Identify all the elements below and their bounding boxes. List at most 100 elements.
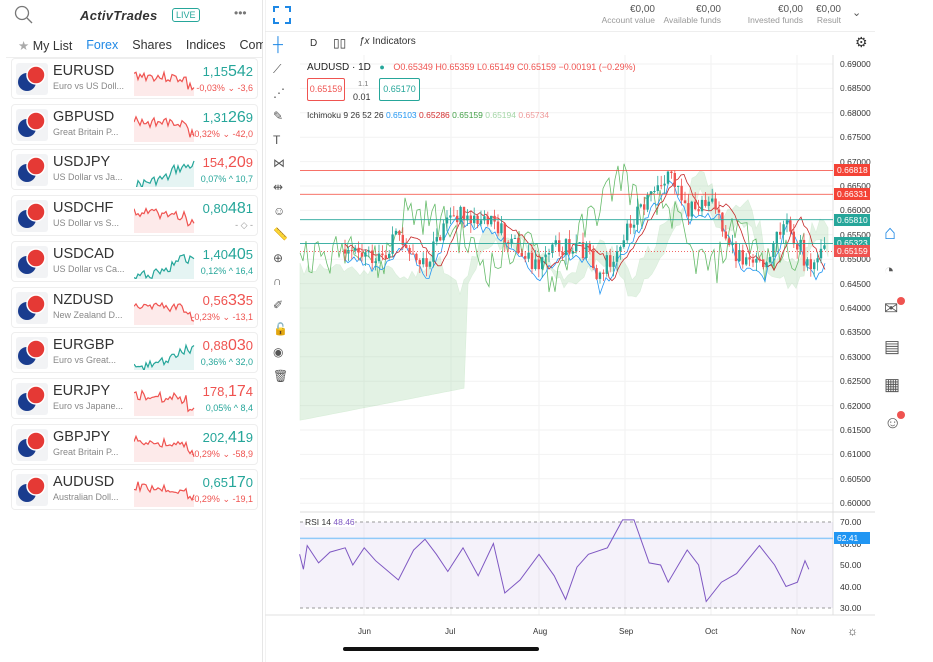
nav-pie-chart-icon[interactable]: ◔ bbox=[884, 262, 902, 280]
nav-calendar-icon[interactable]: ▦ bbox=[884, 376, 902, 394]
instrument-price: 0,80481 bbox=[203, 200, 253, 218]
text-icon[interactable]: T bbox=[273, 132, 281, 147]
instrument-row[interactable]: NZDUSD New Zealand D... 0,56335 -0,23% ⌄… bbox=[11, 286, 258, 328]
instrument-row[interactable]: GBPJPY Great Britain P... 202,419 -0,29%… bbox=[11, 423, 258, 465]
candle-body bbox=[595, 268, 598, 279]
candle-body bbox=[411, 253, 415, 255]
sell-button[interactable]: 0.65159 bbox=[307, 78, 345, 101]
candle-body bbox=[377, 253, 381, 262]
candle-body bbox=[541, 257, 544, 270]
candle-body bbox=[605, 255, 608, 274]
instrument-description: Euro vs US Doll... bbox=[53, 81, 125, 91]
candle-body bbox=[452, 215, 455, 217]
candle-body bbox=[748, 257, 751, 260]
instrument-change: -0,03% ⌄ -3,6 bbox=[196, 83, 253, 93]
currency-flag-icon bbox=[16, 63, 48, 95]
sparkline bbox=[134, 253, 195, 279]
instrument-price: 0,88030 bbox=[203, 337, 253, 355]
tab-my-list[interactable]: ★ My List bbox=[18, 38, 72, 59]
instrument-change: 0,05% ^ 8,4 bbox=[205, 402, 253, 413]
candle-body bbox=[534, 259, 537, 269]
price-pips: 03 bbox=[227, 337, 246, 355]
buy-button[interactable]: 0.65170 bbox=[379, 78, 420, 101]
instrument-change: -0,29% ⌄ -19,1 bbox=[191, 494, 253, 505]
instrument-row[interactable]: EURJPY Euro vs Japane... 178,174 0,05% ^… bbox=[11, 377, 258, 419]
search-icon[interactable] bbox=[14, 5, 34, 25]
candle-body bbox=[462, 206, 466, 221]
pattern-icon[interactable]: ⋈ bbox=[273, 156, 285, 171]
price-pips: 26 bbox=[227, 108, 246, 126]
time-axis-settings-icon[interactable]: ☼ bbox=[847, 624, 858, 638]
nav-home-icon[interactable]: ⌂ bbox=[884, 223, 902, 243]
price-axis-label: 0.62500 bbox=[840, 376, 871, 387]
kijun-line bbox=[344, 174, 826, 282]
candle-body bbox=[782, 224, 785, 235]
nav-mail-icon[interactable]: ✉ bbox=[884, 297, 905, 318]
instrument-row[interactable]: USDCHF US Dollar vs S... 0,80481 - ◇ - bbox=[11, 195, 258, 237]
chart-type-icon[interactable]: ▯▯ bbox=[333, 36, 347, 50]
ruler-icon[interactable]: 📏 bbox=[273, 227, 288, 242]
instrument-price: 154,209 bbox=[203, 154, 253, 172]
candle-body bbox=[809, 259, 812, 270]
candle-body bbox=[609, 255, 612, 267]
candle-body bbox=[741, 250, 744, 265]
price-pips: 54 bbox=[227, 63, 246, 80]
fullscreen-icon[interactable] bbox=[273, 6, 291, 24]
zoom-in-icon[interactable]: ⊕ bbox=[273, 250, 284, 265]
settings-icon[interactable]: ⚙ bbox=[855, 34, 868, 50]
candle-body bbox=[704, 199, 707, 206]
candle-body bbox=[354, 247, 357, 251]
instrument-row[interactable]: USDJPY US Dollar vs Ja... 154,209 0,07% … bbox=[11, 149, 258, 191]
lock-icon[interactable]: 🔓 bbox=[273, 321, 288, 336]
eye-icon[interactable]: ◉ bbox=[273, 345, 284, 360]
indicators-button[interactable]: ƒx Indicators bbox=[359, 36, 416, 47]
currency-flag-icon bbox=[16, 428, 48, 461]
instrument-row[interactable]: EURUSD Euro vs US Doll... 1,15542 -0,03%… bbox=[11, 58, 258, 99]
tab-forex[interactable]: Forex bbox=[86, 38, 119, 59]
instrument-row[interactable]: AUDUSD Australian Doll... 0,65170 -0,29%… bbox=[11, 469, 258, 511]
candle-body bbox=[711, 198, 714, 202]
candle-body bbox=[792, 231, 795, 245]
tab-indices[interactable]: Indices bbox=[185, 38, 226, 52]
chevron-down-icon[interactable]: ⌄ bbox=[852, 7, 862, 19]
brush-icon[interactable]: ✎ bbox=[273, 109, 284, 124]
chart-legend: AUDUSD · 1D ● O0.65349 H0.65359 L0.65149… bbox=[307, 62, 636, 73]
nav-user-icon[interactable]: ☺ bbox=[884, 411, 905, 432]
candle-body bbox=[544, 254, 547, 258]
candle-body bbox=[816, 258, 819, 263]
trash-icon[interactable]: 🗑 bbox=[273, 368, 289, 383]
nav-news-icon[interactable]: ▤ bbox=[884, 338, 902, 356]
pitchfork-icon[interactable]: ⋰ bbox=[273, 85, 285, 100]
candle-body bbox=[639, 204, 642, 207]
candle-body bbox=[751, 259, 755, 263]
ichimoku-value: 0.65286 bbox=[419, 110, 450, 120]
instrument-row[interactable]: USDCAD US Dollar vs Ca... 1,40405 0,12% … bbox=[11, 240, 258, 282]
candle-body bbox=[598, 272, 602, 279]
instrument-row[interactable]: GBPUSD Great Britain P... 1,31269 -0,32%… bbox=[11, 103, 258, 145]
crosshair-icon[interactable]: ┼ bbox=[273, 36, 283, 52]
candle-body bbox=[745, 257, 748, 265]
measure-icon[interactable]: ⇹ bbox=[273, 180, 284, 194]
account-label: Available funds bbox=[663, 15, 722, 25]
price-major: 1,40 bbox=[202, 246, 228, 262]
candle-body bbox=[694, 201, 697, 210]
instrument-change: 0,36% ^ 32,0 bbox=[200, 357, 253, 368]
interval-button[interactable]: D bbox=[310, 38, 318, 49]
instrument-row[interactable]: EURGBP Euro vs Great... 0,88030 0,36% ^ … bbox=[11, 332, 258, 374]
candle-body bbox=[636, 206, 639, 225]
candle-body bbox=[554, 240, 557, 245]
candle-body bbox=[683, 200, 687, 204]
emoji-icon[interactable]: ☺ bbox=[273, 203, 286, 218]
more-icon[interactable]: ••• bbox=[234, 6, 247, 20]
tab-shares[interactable]: Shares bbox=[132, 38, 172, 52]
trend-line-icon[interactable]: ⟋ bbox=[273, 62, 282, 76]
sparkline bbox=[134, 389, 195, 416]
price-fraction: 0 bbox=[245, 338, 253, 354]
candle-body bbox=[728, 238, 731, 245]
candle-body bbox=[775, 231, 778, 244]
ichimoku-label: Ichimoku 9 26 52 26 bbox=[307, 110, 384, 120]
magnet-icon[interactable]: ∩ bbox=[273, 274, 282, 289]
price-axis-label: 0.64500 bbox=[840, 278, 871, 289]
tab-commodities[interactable]: Commo bbox=[239, 38, 263, 52]
lock-drawing-icon[interactable]: ✐ bbox=[273, 298, 284, 312]
